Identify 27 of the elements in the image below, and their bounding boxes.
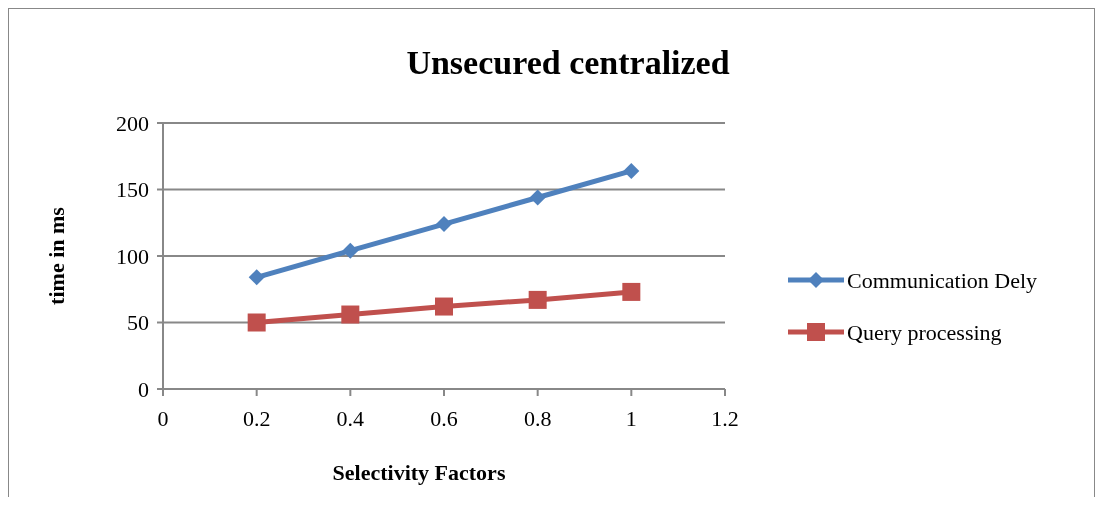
- x-axis-title: Selectivity Factors: [332, 460, 506, 485]
- point: [435, 297, 453, 316]
- y-tick-label: 200: [116, 110, 149, 136]
- point: [248, 269, 265, 286]
- x-tick-label: 1: [625, 406, 637, 431]
- chart-title: Unsecured centralized: [406, 44, 730, 81]
- point: [436, 216, 452, 233]
- x-tick-label: 1.2: [711, 406, 739, 431]
- legend-label: Communication Dely: [847, 267, 1038, 293]
- x-tick-label: 0: [157, 406, 169, 431]
- point: [529, 189, 546, 206]
- y-tick-label: 150: [116, 177, 149, 203]
- x-tick-label: 0.6: [430, 406, 458, 431]
- point: [623, 162, 640, 179]
- point: [247, 313, 266, 332]
- point: [528, 290, 547, 309]
- point: [622, 282, 641, 301]
- y-axis-title: time in ms: [44, 206, 69, 305]
- x-tick-label: 0.8: [523, 406, 552, 431]
- legend-label: Query processing: [847, 319, 1002, 345]
- x-tick-label: 0.4: [336, 406, 365, 431]
- point: [342, 242, 359, 259]
- y-tick-label: 100: [116, 243, 149, 269]
- y-tick-label: 50: [127, 310, 149, 336]
- y-tick-label: 0: [138, 376, 149, 402]
- x-tick-label: 0.2: [242, 406, 271, 431]
- point: [341, 305, 360, 324]
